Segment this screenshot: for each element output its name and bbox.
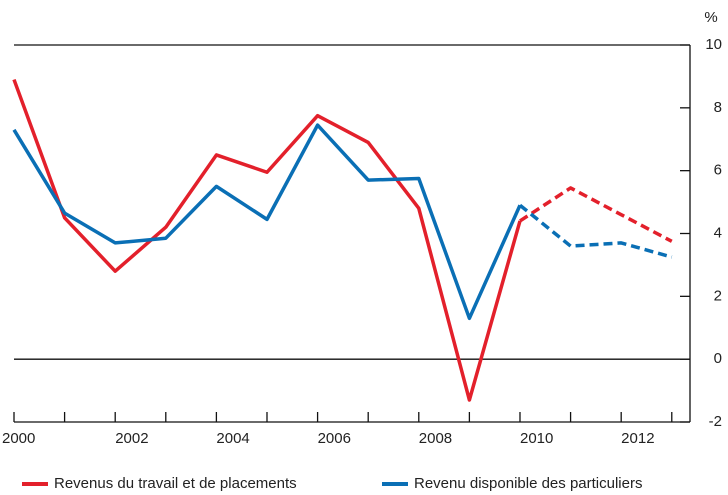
x-tick-label: 2006 bbox=[318, 430, 351, 447]
line bbox=[12, 123, 522, 321]
x-tick-label: 2004 bbox=[216, 430, 249, 447]
x-tick-label: 2008 bbox=[419, 430, 452, 447]
forecast-line bbox=[518, 203, 673, 259]
y-unit: % bbox=[704, 9, 717, 26]
x-tick-label: 2000 bbox=[2, 430, 35, 447]
y-tick-label: 6 bbox=[714, 162, 722, 179]
x-tick-label: 2002 bbox=[115, 430, 148, 447]
x-tick-label: 2012 bbox=[621, 430, 654, 447]
x-tick-label: 2010 bbox=[520, 430, 553, 447]
y-tick-label: 2 bbox=[714, 287, 722, 304]
legend-label: Revenu disponible des particuliers bbox=[414, 475, 642, 492]
forecast-line bbox=[519, 186, 673, 243]
y-tick-label: 4 bbox=[714, 224, 722, 241]
y-tick-label: -2 bbox=[709, 413, 722, 430]
line bbox=[12, 78, 522, 402]
y-tick-label: 10 bbox=[705, 36, 722, 53]
legend-label: Revenus du travail et de placements bbox=[54, 475, 297, 492]
y-tick-label: 8 bbox=[714, 99, 722, 116]
y-tick-label: 0 bbox=[714, 350, 722, 367]
